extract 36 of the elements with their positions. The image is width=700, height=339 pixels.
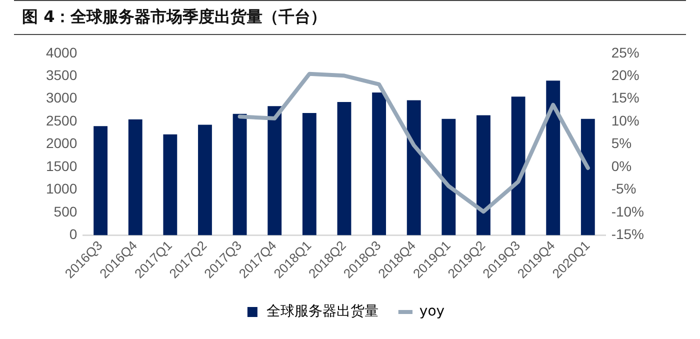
bar xyxy=(128,119,142,236)
y2-tick-label: 25% xyxy=(611,44,640,60)
bar xyxy=(372,92,386,236)
y2-tick-label: -5% xyxy=(611,180,636,197)
y-tick-label: 3000 xyxy=(46,90,78,106)
legend-label: yoy xyxy=(419,304,445,320)
y-tick-label: 2000 xyxy=(46,135,78,152)
bar xyxy=(268,106,282,236)
bar xyxy=(546,80,560,236)
y2-tick-label: 0% xyxy=(611,158,632,174)
bar xyxy=(406,100,421,236)
y-tick-label: 1500 xyxy=(46,158,78,174)
y2-tick-label: 5% xyxy=(611,135,632,152)
bar xyxy=(232,114,247,236)
bar xyxy=(580,118,595,236)
bar xyxy=(337,102,352,236)
y2-tick-label: 15% xyxy=(611,90,640,106)
bar xyxy=(476,115,490,236)
y-tick-label: 3500 xyxy=(46,66,78,83)
bar xyxy=(511,96,526,236)
legend-label: 全球服务器出货量 xyxy=(266,304,378,320)
bar xyxy=(94,126,108,236)
y-tick-label: 500 xyxy=(54,203,78,220)
y2-tick-label: -10% xyxy=(611,203,644,220)
y-tick-label: 2500 xyxy=(46,112,78,128)
y-tick-label: 1000 xyxy=(46,180,78,197)
y-tick-label: 0 xyxy=(69,226,78,242)
bar xyxy=(198,124,212,236)
chart-title: 图 4：全球服务器市场季度出货量（千台） xyxy=(14,0,686,35)
bar xyxy=(302,112,316,236)
y2-tick-label: 10% xyxy=(611,112,640,128)
y-tick-label: 4000 xyxy=(46,44,78,60)
y2-tick-label: -15% xyxy=(611,226,644,242)
bar xyxy=(163,134,178,236)
y2-tick-label: 20% xyxy=(611,66,640,83)
bar xyxy=(442,118,456,236)
